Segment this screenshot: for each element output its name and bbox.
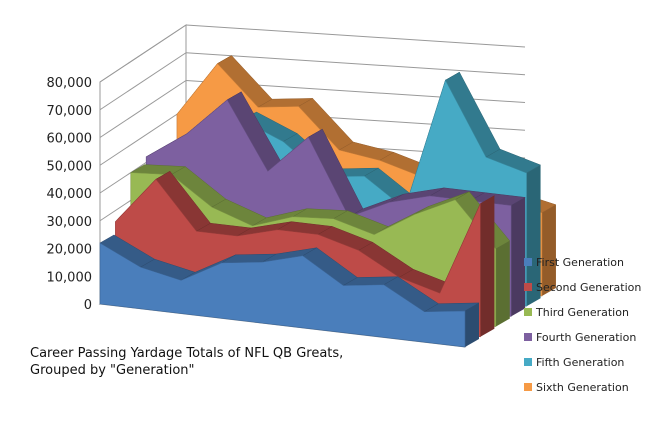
legend-label: Fifth Generation — [536, 356, 624, 369]
y-tick-label: 40,000 — [47, 187, 93, 202]
area-end-face — [541, 204, 556, 296]
y-tick-label: 20,000 — [47, 243, 93, 258]
area-end-face — [495, 240, 510, 327]
y-axis: 0 10,000 20,000 30,000 40,000 50,000 60,000 70,… — [47, 76, 93, 313]
chart-series — [99, 55, 557, 348]
y-tick-label: 70,000 — [47, 104, 93, 119]
gridline-side — [99, 80, 187, 138]
y-tick-label: 60,000 — [47, 132, 93, 147]
area-end-face — [480, 195, 495, 337]
series-first-generation — [99, 234, 480, 348]
area-end-face — [511, 197, 526, 317]
y-tick-label: 0 — [84, 298, 92, 313]
y-tick-label: 80,000 — [47, 76, 93, 91]
legend-label: Second Generation — [536, 281, 641, 294]
legend-swatch — [524, 333, 532, 341]
legend-swatch — [524, 283, 532, 291]
chart-title: Career Passing Yardage Totals of NFL QB … — [30, 346, 344, 378]
area-end-face — [465, 302, 479, 347]
legend: First Generation Second Generation Third G… — [524, 256, 641, 394]
legend-label: Fourth Generation — [536, 331, 636, 344]
legend-swatch — [524, 383, 532, 391]
gridline-side — [99, 107, 187, 166]
gridline-back — [185, 24, 526, 48]
y-tick-label: 30,000 — [47, 215, 93, 230]
legend-swatch — [524, 358, 532, 366]
y-tick-label: 50,000 — [47, 159, 93, 174]
area-end-face — [526, 165, 541, 307]
legend-swatch — [524, 258, 532, 266]
gridline-back — [185, 52, 526, 76]
legend-label: First Generation — [536, 256, 624, 269]
y-tick-label: 10,000 — [47, 270, 93, 285]
legend-label: Third Generation — [535, 306, 629, 319]
legend-label: Sixth Generation — [536, 381, 629, 394]
gridline-side — [99, 24, 187, 83]
legend-swatch — [524, 308, 532, 316]
gridline-side — [99, 52, 187, 111]
